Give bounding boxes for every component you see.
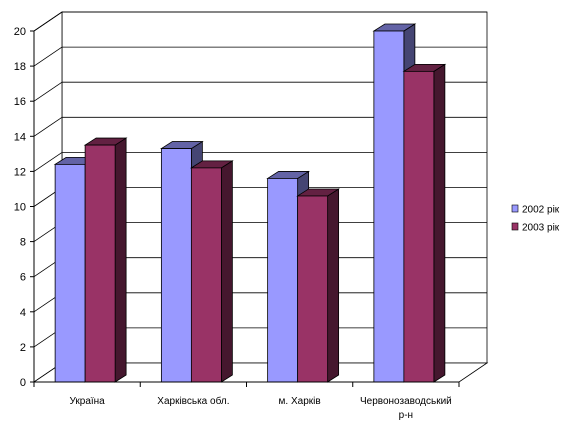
- x-category-label: Харківська обл.: [157, 395, 229, 407]
- bar-front: [297, 195, 329, 383]
- y-tick-label: 6: [20, 272, 26, 284]
- x-category-label: Україна: [69, 396, 105, 407]
- x-category-label-line: Харківська обл.: [157, 395, 229, 407]
- x-category-label: м. Харків: [279, 396, 321, 407]
- x-category-label-line: Україна: [69, 396, 105, 407]
- gridline-side: [33, 81, 63, 102]
- bar-front: [54, 163, 86, 383]
- y-tick-label: 18: [14, 61, 26, 73]
- y-tick-label: 8: [20, 237, 26, 249]
- bar: [402, 63, 447, 383]
- y-tick-label: 10: [14, 202, 26, 214]
- bar-side: [114, 137, 127, 383]
- legend-swatch: [511, 204, 519, 213]
- bar: [83, 137, 128, 383]
- bar: [190, 160, 234, 383]
- legend-swatch: [511, 222, 519, 231]
- legend-label: 2002 рік: [522, 205, 560, 216]
- y-tick-label: 20: [14, 26, 26, 38]
- bar-front: [160, 148, 192, 383]
- bar-front: [403, 70, 435, 383]
- gridline-side: [33, 152, 63, 172]
- gridline-side: [33, 11, 63, 32]
- bar-side: [220, 160, 233, 383]
- bar-front: [267, 178, 299, 383]
- x-category-label-line: Червонозаводський: [360, 396, 452, 407]
- gridline-side: [33, 116, 63, 137]
- bar: [296, 188, 340, 383]
- bar-side: [327, 188, 340, 383]
- x-category-label-line: р-н: [399, 410, 413, 421]
- bar-front: [84, 144, 116, 383]
- legend: 2002 рік 2003 рік: [511, 204, 560, 234]
- y-axis: 0 2 4 6 8 10 12 14 16 18 20: [14, 26, 35, 389]
- x-category-label: Червонозаводський р-н: [360, 396, 452, 421]
- x-category-label-line: м. Харків: [279, 396, 321, 407]
- y-tick-label: 2: [20, 342, 26, 354]
- y-tick-label: 16: [14, 96, 26, 108]
- y-tick-label: 12: [14, 166, 26, 178]
- y-tick-label: 14: [14, 131, 26, 143]
- x-axis: Україна Харківська обл. м. Харків Червоноза…: [33, 381, 460, 421]
- y-tick-label: 4: [20, 307, 26, 319]
- bar-front: [373, 30, 405, 383]
- y-tick-label: 0: [20, 377, 26, 389]
- legend-label: 2003 рік: [522, 223, 560, 234]
- bars: [53, 23, 447, 383]
- bar-front: [190, 167, 222, 383]
- bar-side: [433, 63, 446, 383]
- gridline-side: [33, 46, 63, 67]
